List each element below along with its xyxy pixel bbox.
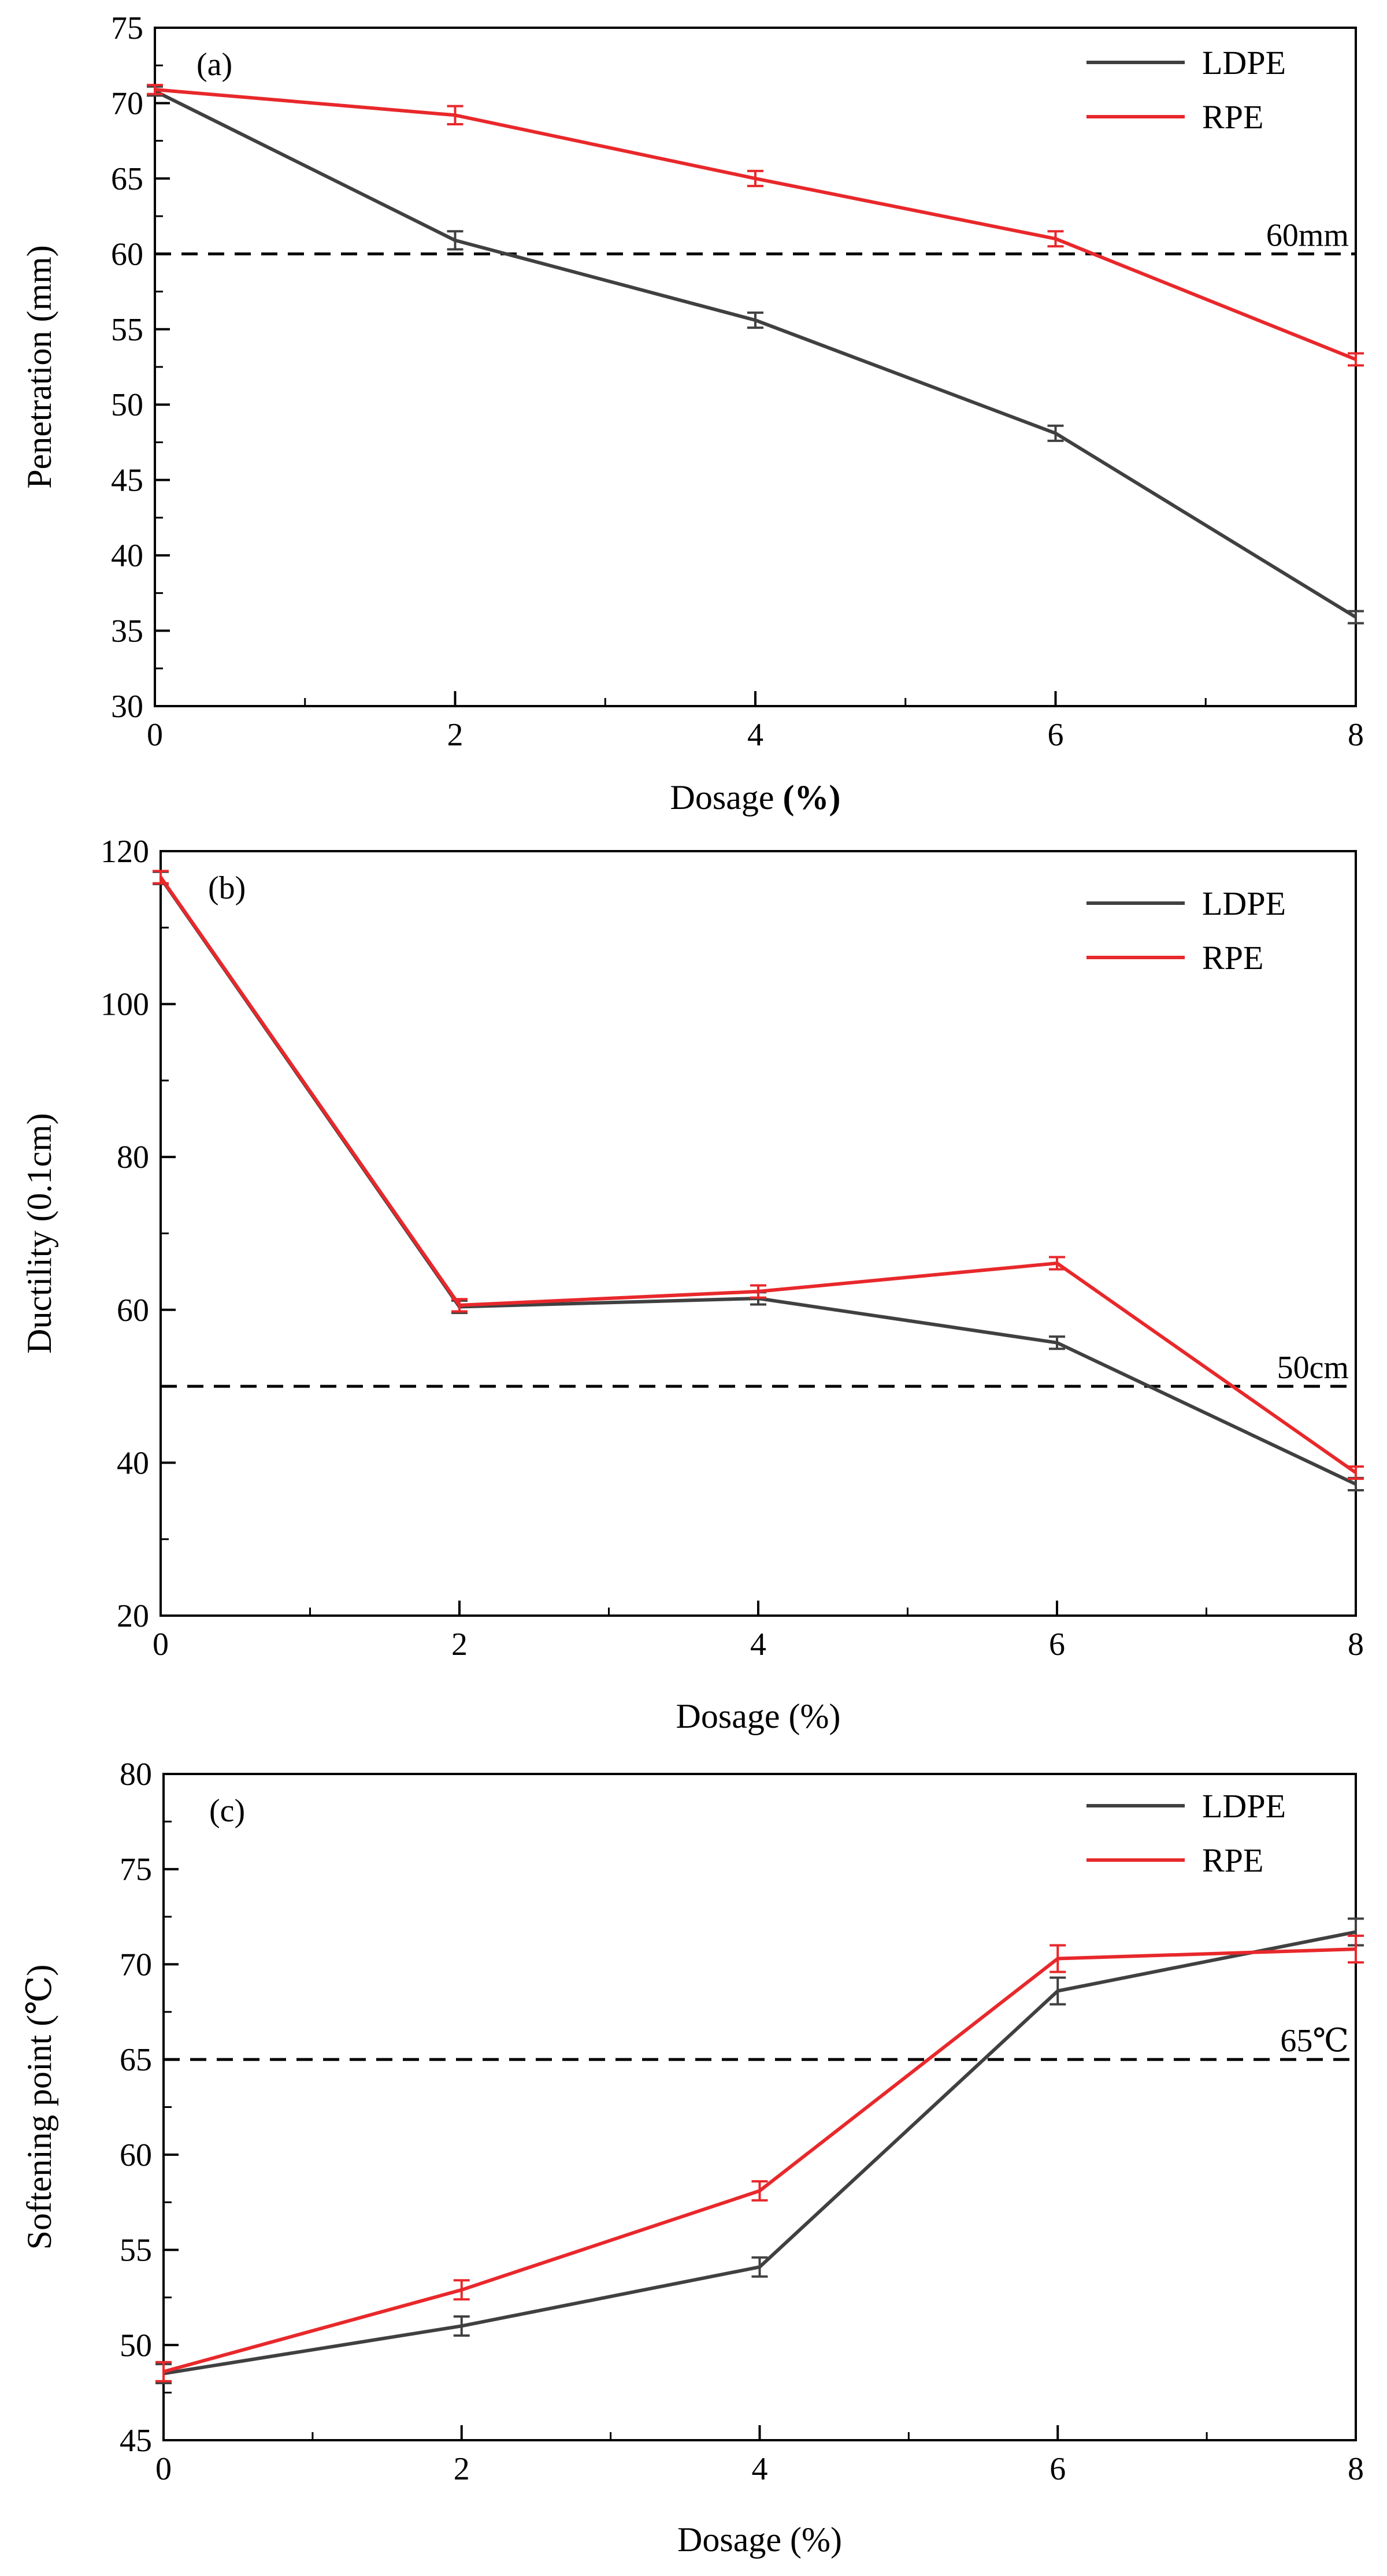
y-tick-label: 60 xyxy=(117,1293,149,1328)
error-bar-rpe xyxy=(747,169,763,187)
x-tick-label: 0 xyxy=(153,1627,169,1662)
y-tick-label: 60 xyxy=(120,2137,152,2173)
series-line-ldpe xyxy=(159,877,1357,1486)
error-bar-rpe xyxy=(750,1284,766,1299)
error-bar-rpe xyxy=(451,1298,468,1313)
x-tick-label: 8 xyxy=(1348,1627,1364,1662)
x-tick-label: 2 xyxy=(454,2451,470,2487)
error-bar-ldpe xyxy=(1049,1976,1066,2006)
panel-c: 45 50 55 60 65 70 75 80 0 2 4 6 8 Dosage (%) Softening… xyxy=(20,1757,1364,2559)
x-tick-label: 6 xyxy=(1049,2451,1066,2487)
x-tick-label: 4 xyxy=(747,717,763,753)
y-tick-label: 40 xyxy=(117,1445,149,1481)
y-tick-label: 65 xyxy=(111,161,143,197)
y-tick-label: 55 xyxy=(120,2233,152,2269)
x-tick-label: 0 xyxy=(147,717,163,753)
panel-b: 20 40 60 80 100 120 0 2 4 6 8 Dosage (%) Ductility (… xyxy=(20,834,1364,1735)
x-axis-title: Dosage (%) xyxy=(677,2521,842,2559)
y-tick-label: 50 xyxy=(111,387,143,423)
error-bar-rpe xyxy=(1049,1944,1066,1973)
reference-label: 50cm xyxy=(1277,1350,1349,1386)
y-tick-label: 75 xyxy=(111,10,143,46)
error-bar-ldpe xyxy=(1049,1335,1065,1350)
x-axis-title-text: Dosage xyxy=(670,778,783,816)
legend-label-ldpe: LDPE xyxy=(1202,1787,1286,1825)
x-axis-title: Dosage (%) xyxy=(676,1697,841,1735)
y-tick-label: 45 xyxy=(111,463,143,499)
y-tick-label: 50 xyxy=(120,2328,152,2363)
x-axis-title-text: Dosage xyxy=(677,2521,790,2559)
y-tick-label: 80 xyxy=(120,1757,152,1792)
error-bar-rpe xyxy=(453,2279,470,2301)
x-tick-label: 8 xyxy=(1348,2451,1364,2487)
y-tick-label: 20 xyxy=(117,1598,149,1634)
x-tick-label: 2 xyxy=(447,717,463,753)
y-tick-label: 75 xyxy=(120,1852,152,1888)
legend-label-ldpe: LDPE xyxy=(1202,44,1286,81)
error-bar-rpe xyxy=(751,2180,768,2202)
x-axis-title-unit: (%) xyxy=(789,1697,841,1735)
x-tick-label: 2 xyxy=(451,1627,468,1662)
legend-label-rpe: RPE xyxy=(1202,1842,1263,1879)
error-bar-ldpe xyxy=(751,2256,768,2278)
y-tick-label: 45 xyxy=(120,2423,152,2459)
x-axis-title-text: Dosage xyxy=(676,1697,789,1735)
x-tick-label: 4 xyxy=(750,1627,766,1662)
error-bar-rpe xyxy=(155,2360,172,2382)
y-tick-label: 120 xyxy=(101,834,149,870)
y-tick-label: 30 xyxy=(111,689,143,725)
y-tick-label: 65 xyxy=(120,2042,152,2078)
error-bar-rpe xyxy=(1348,1465,1364,1480)
error-bar-ldpe xyxy=(747,311,763,329)
y-tick-label: 80 xyxy=(117,1139,149,1175)
y-axis-title: Penetration (mm) xyxy=(20,245,58,489)
x-axis-title: Dosage (%) xyxy=(670,778,841,816)
error-bar-ldpe xyxy=(447,230,463,251)
error-bar-rpe xyxy=(1047,230,1064,248)
panel-label: (b) xyxy=(208,870,246,906)
plot-frame xyxy=(162,1773,1357,2441)
reference-label: 65℃ xyxy=(1280,2023,1349,2059)
panel-label: (c) xyxy=(209,1793,245,1829)
series-line-rpe xyxy=(163,1947,1356,2374)
series-line-ldpe xyxy=(163,1930,1356,2375)
panel-a: 30 35 40 45 50 55 60 65 70 75 0 2 4 6 8 Dosage (%) Penet… xyxy=(20,10,1364,816)
error-bar-rpe xyxy=(1049,1256,1065,1271)
x-axis-title-unit: (%) xyxy=(790,2521,842,2559)
reference-label: 60mm xyxy=(1266,217,1349,253)
y-tick-label: 70 xyxy=(111,86,143,121)
error-bar-ldpe xyxy=(1047,424,1064,442)
x-axis-title-unit: (%) xyxy=(782,778,840,816)
error-bar-rpe xyxy=(1348,352,1364,367)
x-tick-label: 6 xyxy=(1048,717,1064,753)
error-bar-ldpe xyxy=(453,2315,470,2337)
legend-label-rpe: RPE xyxy=(1202,98,1263,136)
legend-label-ldpe: LDPE xyxy=(1202,885,1286,922)
error-bar-rpe xyxy=(447,105,463,125)
error-bar-rpe xyxy=(1348,1935,1364,1964)
plot-frame xyxy=(160,850,1357,1617)
legend-label-rpe: RPE xyxy=(1202,939,1263,977)
error-bar-rpe xyxy=(147,84,163,95)
y-tick-label: 40 xyxy=(111,538,143,574)
y-tick-label: 35 xyxy=(111,614,143,649)
series-line-rpe xyxy=(159,876,1357,1475)
plot-frame xyxy=(154,27,1357,707)
x-tick-label: 4 xyxy=(752,2451,768,2487)
y-tick-label: 55 xyxy=(111,312,143,348)
panel-label: (a) xyxy=(196,47,232,83)
y-axis-title: Ductility (0.1cm) xyxy=(20,1113,58,1354)
error-bar-ldpe xyxy=(1348,610,1364,625)
y-tick-label: 70 xyxy=(120,1947,152,1983)
y-tick-label: 100 xyxy=(101,987,149,1023)
x-tick-label: 0 xyxy=(155,2451,172,2487)
y-axis-title: Softening point (℃) xyxy=(20,1965,58,2250)
y-tick-label: 60 xyxy=(111,236,143,272)
x-tick-label: 8 xyxy=(1348,717,1364,753)
error-bar-rpe xyxy=(153,870,169,885)
x-tick-label: 6 xyxy=(1049,1627,1065,1662)
